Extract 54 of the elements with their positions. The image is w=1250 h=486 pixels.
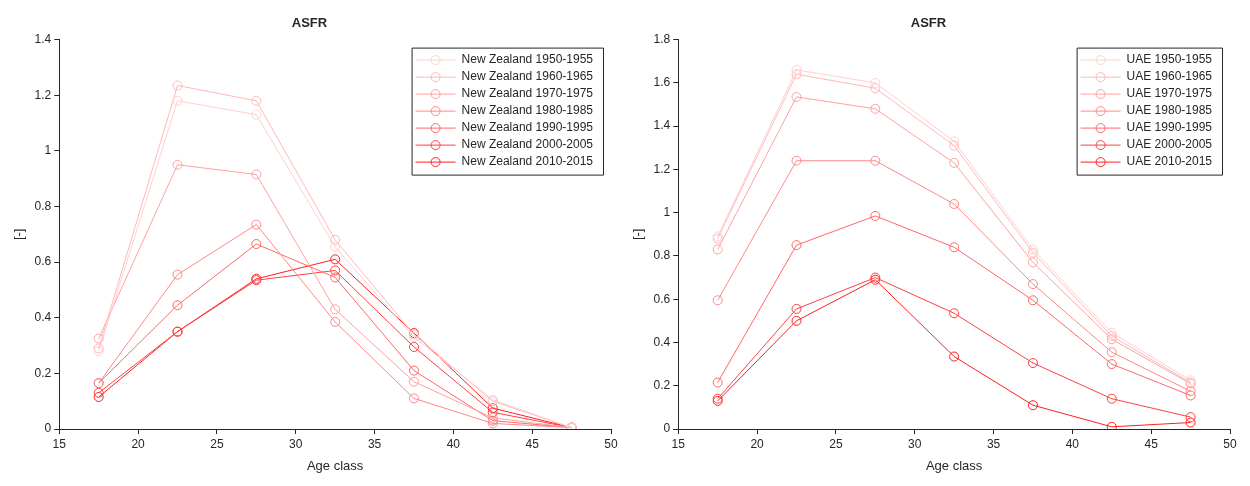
y-tick-label: 0.4: [653, 334, 671, 349]
y-tick-label: 0.6: [34, 254, 52, 269]
y-tick-label: 0.6: [653, 291, 671, 306]
legend-label: New Zealand 1970-1975: [461, 86, 594, 101]
x-tick-label: 35: [986, 436, 1001, 451]
y-tick-label: 0.2: [34, 365, 52, 380]
x-tick-label: 30: [908, 436, 922, 451]
y-tick-label: 0.8: [653, 248, 671, 263]
y-tick-label: 1: [44, 143, 52, 158]
x-tick-label: 50: [604, 436, 618, 451]
y-tick-label: 1.2: [34, 87, 52, 102]
x-tick-label: 20: [750, 436, 765, 451]
x-tick-label: 45: [525, 436, 540, 451]
y-tick-label: 0: [663, 421, 671, 436]
x-tick-label: 45: [1144, 436, 1159, 451]
x-tick-label: 35: [367, 436, 382, 451]
y-tick-label: 1.2: [653, 161, 671, 176]
chart-title: ASFR: [291, 15, 328, 31]
y-tick-label: 1.8: [653, 31, 671, 46]
x-tick-label: 40: [1065, 436, 1080, 451]
x-tick-label: 15: [52, 436, 67, 451]
legend-label: UAE 2010-2015: [1126, 154, 1213, 169]
legend-label: UAE 1960-1965: [1126, 69, 1213, 84]
y-tick-label: 1: [663, 204, 671, 219]
y-tick-label: 1.6: [653, 75, 671, 90]
y-tick-label: 0.8: [34, 198, 52, 213]
x-tick-label: 25: [210, 436, 224, 451]
x-tick-label: 50: [1223, 436, 1237, 451]
x-tick-label: 40: [446, 436, 461, 451]
y-tick-label: 0.2: [653, 378, 671, 393]
x-tick-label: 25: [829, 436, 843, 451]
legend-label: UAE 1970-1975: [1126, 86, 1213, 101]
legend-label: New Zealand 1980-1985: [461, 103, 594, 118]
y-axis-title: [-]: [630, 228, 646, 241]
legend-label: New Zealand 1960-1965: [461, 69, 594, 84]
x-tick-label: 20: [131, 436, 146, 451]
y-tick-label: 0.4: [34, 310, 52, 325]
chart-title: ASFR: [910, 15, 947, 31]
y-tick-label: 0: [44, 421, 52, 436]
legend-label: New Zealand 2010-2015: [461, 154, 594, 169]
legend-label: New Zealand 2000-2005: [461, 137, 594, 152]
y-axis-title: [-]: [11, 228, 27, 241]
legend-label: UAE 2000-2005: [1126, 137, 1213, 152]
x-axis-title: Age class: [306, 457, 364, 473]
legend-label: New Zealand 1990-1995: [461, 120, 594, 135]
x-axis-title: Age class: [925, 457, 983, 473]
x-tick-label: 30: [289, 436, 303, 451]
legend-label: New Zealand 1950-1955: [461, 52, 594, 67]
legend-label: UAE 1980-1985: [1126, 103, 1213, 118]
x-tick-label: 15: [671, 436, 686, 451]
legend-label: UAE 1990-1995: [1126, 120, 1213, 135]
y-tick-label: 1.4: [34, 31, 52, 46]
legend-label: UAE 1950-1955: [1126, 52, 1213, 67]
y-tick-label: 1.4: [653, 118, 671, 133]
